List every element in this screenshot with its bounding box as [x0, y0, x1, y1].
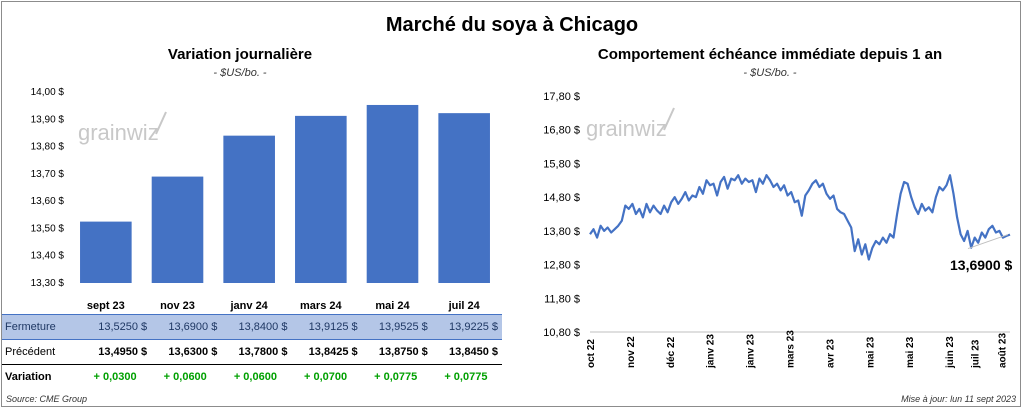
bar-watermark-mark: [155, 111, 167, 135]
line-y-tick-label: 11,80 $: [544, 293, 580, 305]
table-row-precedent: Précédent 13,4950 $ 13,6300 $ 13,7800 $ …: [2, 339, 502, 365]
bar-y-tick-label: 13,60 $: [31, 196, 65, 207]
line-y-tick-label: 15,80 $: [543, 158, 580, 170]
line-y-tick-label: 12,80 $: [543, 260, 580, 272]
main-title: Marché du soya à Chicago: [385, 14, 639, 36]
line-watermark: grainwiz: [586, 116, 667, 141]
precedent-cell: 13,6300 $: [151, 339, 222, 365]
bar: [438, 113, 490, 284]
line-x-tick-label: nov 22: [626, 336, 637, 368]
bar-x-tick-label: sept 23: [87, 300, 125, 312]
bar-y-tick-label: 13,70 $: [31, 169, 65, 180]
precedent-label: Précédent: [2, 339, 81, 365]
fermeture-cell: 13,9125 $: [291, 314, 362, 340]
fermeture-cell: 13,6900 $: [151, 314, 222, 340]
price-series-line: [589, 174, 1011, 261]
table-row-variation: Variation + 0,0300 + 0,0600 + 0,0600 + 0…: [2, 365, 502, 390]
bar: [295, 115, 347, 283]
precedent-cell: 13,8425 $: [291, 339, 362, 365]
bar-x-tick-label: mars 24: [300, 300, 342, 312]
bar-x-tick-label: nov 23: [160, 300, 195, 312]
fermeture-label: Fermeture: [2, 314, 81, 340]
variation-cell: + 0,0775: [444, 371, 488, 383]
variation-cell: + 0,0600: [233, 371, 277, 383]
source-note: Source: CME Group: [6, 394, 88, 404]
line-x-tick-label: oct 22: [586, 339, 597, 368]
bar: [223, 135, 275, 283]
line-x-tick-label: mai 23: [865, 336, 876, 368]
line-x-tick-label: déc 22: [666, 336, 677, 368]
price-table: Fermeture 13,5250 $ 13,6900 $ 13,8400 $ …: [2, 314, 502, 389]
line-x-tick-label: juin 23: [945, 336, 956, 369]
line-x-tick-label: avr 23: [825, 339, 836, 368]
variation-label: Variation: [5, 371, 52, 383]
bar: [80, 221, 132, 283]
bar-x-tick-label: janv 24: [230, 300, 269, 312]
line-y-tick-label: 17,80 $: [543, 91, 580, 103]
line-x-tick-label: juil 23: [970, 339, 981, 369]
line-y-tick-label: 10,80 $: [543, 327, 580, 339]
bar-x-tick-label: juil 24: [448, 300, 481, 312]
line-x-tick-label: janv 23: [706, 334, 717, 369]
line-watermark-mark: [663, 107, 675, 131]
line-x-tick-label: mars 23: [786, 330, 797, 368]
line-x-tick-label: août 23: [998, 333, 1009, 368]
bar-chart-unit: - $US/bo. -: [213, 67, 267, 79]
precedent-cell: 13,7800 $: [221, 339, 292, 365]
bar: [366, 104, 419, 283]
update-note: Mise à jour: lun 11 sept 2023: [901, 394, 1016, 404]
precedent-cell: 13,8450 $: [431, 339, 502, 365]
line-y-tick-label: 14,80 $: [543, 192, 580, 204]
fermeture-cell: 13,9225 $: [431, 314, 502, 340]
bar-x-tick-label: mai 24: [375, 300, 410, 312]
precedent-cell: 13,8750 $: [361, 339, 432, 365]
bar-y-tick-label: 13,90 $: [31, 114, 65, 125]
line-y-tick-label: 13,80 $: [543, 226, 580, 238]
bar-watermark: grainwiz: [78, 120, 159, 145]
line-y-tick-label: 16,80 $: [543, 125, 580, 137]
fermeture-cell: 13,9525 $: [361, 314, 432, 340]
bar-y-tick-label: 13,80 $: [31, 142, 65, 153]
variation-cell: + 0,0775: [374, 371, 418, 383]
line-x-tick-label: mai 23: [905, 336, 916, 368]
bar-y-tick-label: 14,00 $: [31, 87, 65, 98]
fermeture-cell: 13,5250 $: [81, 314, 152, 340]
variation-cell: + 0,0600: [163, 371, 207, 383]
table-row-fermeture: Fermeture 13,5250 $ 13,6900 $ 13,8400 $ …: [2, 314, 502, 340]
line-chart-title: Comportement échéance immédiate depuis 1…: [597, 46, 943, 63]
bar-y-tick-label: 13,30 $: [31, 278, 65, 289]
variation-cell: + 0,0700: [303, 371, 348, 383]
line-x-tick-label: janv 23: [746, 334, 757, 369]
bar-y-tick-label: 13,40 $: [31, 251, 65, 262]
bar-chart-title: Variation journalière: [167, 46, 313, 63]
precedent-cell: 13,4950 $: [81, 339, 152, 365]
bar: [151, 176, 204, 283]
last-value-label: 13,6900 $: [950, 257, 1012, 273]
fermeture-cell: 13,8400 $: [221, 314, 292, 340]
bar-y-tick-label: 13,50 $: [31, 223, 65, 234]
variation-cell: + 0,0300: [93, 371, 137, 383]
line-chart-unit: - $US/bo. -: [743, 67, 797, 79]
last-value-leader: [967, 234, 1009, 250]
